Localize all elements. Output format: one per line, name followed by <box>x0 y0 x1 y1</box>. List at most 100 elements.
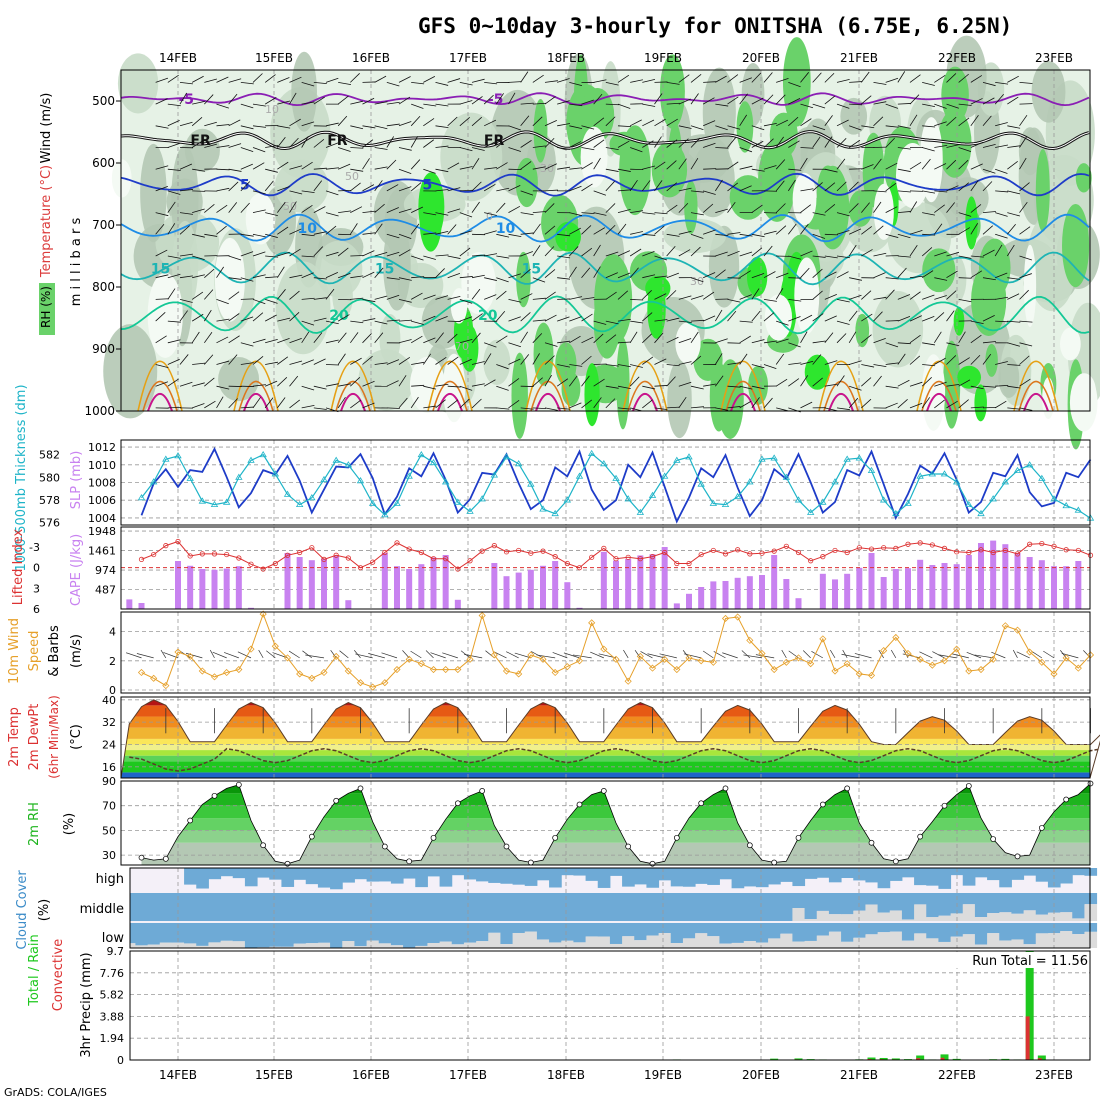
wind-barb <box>228 291 240 300</box>
rh-band <box>141 818 1090 831</box>
wind-barb <box>763 245 773 257</box>
wind-barb <box>203 309 212 322</box>
li-marker <box>649 554 656 560</box>
wind-barb <box>471 361 485 365</box>
wind-barb <box>836 271 849 279</box>
wind-barb <box>654 332 664 344</box>
wind-barb <box>569 103 583 107</box>
cloud-cell <box>755 893 769 921</box>
wind-barb <box>204 332 213 344</box>
cloud-cell <box>524 893 538 921</box>
wind-barb <box>423 212 437 216</box>
wind-barb <box>836 78 850 83</box>
wind-barb <box>556 378 569 387</box>
cloud-cell <box>865 868 879 883</box>
wind-barb <box>617 208 631 213</box>
wind-barb <box>714 309 723 322</box>
wind-barb <box>849 81 863 83</box>
cloud-cell-clear <box>646 935 660 948</box>
wind-barb <box>265 361 279 365</box>
temp-outline <box>120 699 1100 779</box>
wind-barb <box>192 100 205 105</box>
wind-barb <box>398 208 412 213</box>
cloud-cell <box>281 893 295 921</box>
wind-marker <box>271 642 279 650</box>
wind-barb <box>1019 103 1033 105</box>
cloud-cell-clear <box>792 941 806 948</box>
li-marker <box>467 558 473 564</box>
wind-barb <box>223 652 239 659</box>
thickness-marker <box>295 500 304 507</box>
isotherm-label: FR <box>327 133 348 149</box>
wind-marker <box>1074 664 1082 672</box>
wind-barb <box>1006 244 1015 257</box>
rh-marker <box>138 854 145 861</box>
temp-tick: 40 <box>102 694 116 707</box>
cape-bar <box>868 553 875 609</box>
wind-barb <box>544 96 556 105</box>
wind-barb <box>715 338 728 344</box>
cloud-cell <box>634 923 647 941</box>
wind-barb <box>155 312 166 322</box>
wind-barb <box>885 125 899 128</box>
warm-isotherm-arc <box>330 360 376 412</box>
wind-barb <box>557 340 571 344</box>
cloud-cell-clear <box>999 940 1012 948</box>
wind-barb <box>532 377 543 387</box>
wind-barb <box>398 76 411 83</box>
panel-frame <box>120 69 1091 412</box>
wind-barb <box>204 400 216 409</box>
li-marker <box>783 543 789 549</box>
wind-barb <box>654 385 668 387</box>
cloud-cell <box>500 893 514 921</box>
wind-barb <box>435 189 449 192</box>
wind-barb <box>484 342 497 348</box>
cloud-cell-clear <box>999 912 1012 921</box>
rh-marker <box>965 783 972 789</box>
wind-barb <box>763 72 773 83</box>
wind-barb <box>581 355 592 365</box>
wind-marker <box>807 660 815 668</box>
wind-barb <box>763 299 777 302</box>
wind-barb <box>435 254 449 257</box>
wind-barb <box>423 405 437 409</box>
wind-barb <box>1019 355 1030 365</box>
wind-barb <box>337 314 350 322</box>
wind-marker <box>137 668 146 677</box>
wind-barb <box>1007 161 1018 170</box>
cloud-cell <box>792 923 806 942</box>
rh-tick: 30 <box>102 849 116 862</box>
cloud-layer-label: high <box>96 872 124 887</box>
wind-barb <box>252 397 261 409</box>
wind-barb <box>836 407 850 411</box>
rh-marker <box>430 834 437 841</box>
cloud-cell <box>403 868 416 879</box>
cloud-cell <box>184 893 197 921</box>
li-marker <box>637 556 643 562</box>
wind-barb <box>569 125 583 129</box>
rh-marker <box>1038 825 1045 831</box>
cloud-cell <box>536 923 550 940</box>
wind-barb <box>788 116 799 127</box>
wind-barb <box>301 101 315 105</box>
wind-barb <box>690 93 699 105</box>
cloud-cell-clear <box>804 940 818 948</box>
wind-marker <box>369 683 377 691</box>
cape-bar <box>710 581 717 609</box>
wind-barb <box>410 396 419 409</box>
cloud-cell-clear <box>1047 912 1061 921</box>
cape-bar <box>175 561 181 609</box>
cloud-cell <box>731 893 745 921</box>
wind-barb <box>617 189 631 192</box>
rh-blob-humid <box>848 190 873 227</box>
cloud-cell <box>439 923 453 942</box>
wind-barb <box>1019 226 1031 235</box>
warm-isotherm-arc <box>432 380 468 412</box>
wind-barb <box>240 82 254 85</box>
wind-barb <box>536 654 556 659</box>
rh-marker <box>746 842 753 849</box>
rh-blob-humid <box>941 66 969 124</box>
wind-barb <box>459 299 473 304</box>
wind-barb <box>812 182 823 192</box>
wind-barb <box>739 335 751 344</box>
